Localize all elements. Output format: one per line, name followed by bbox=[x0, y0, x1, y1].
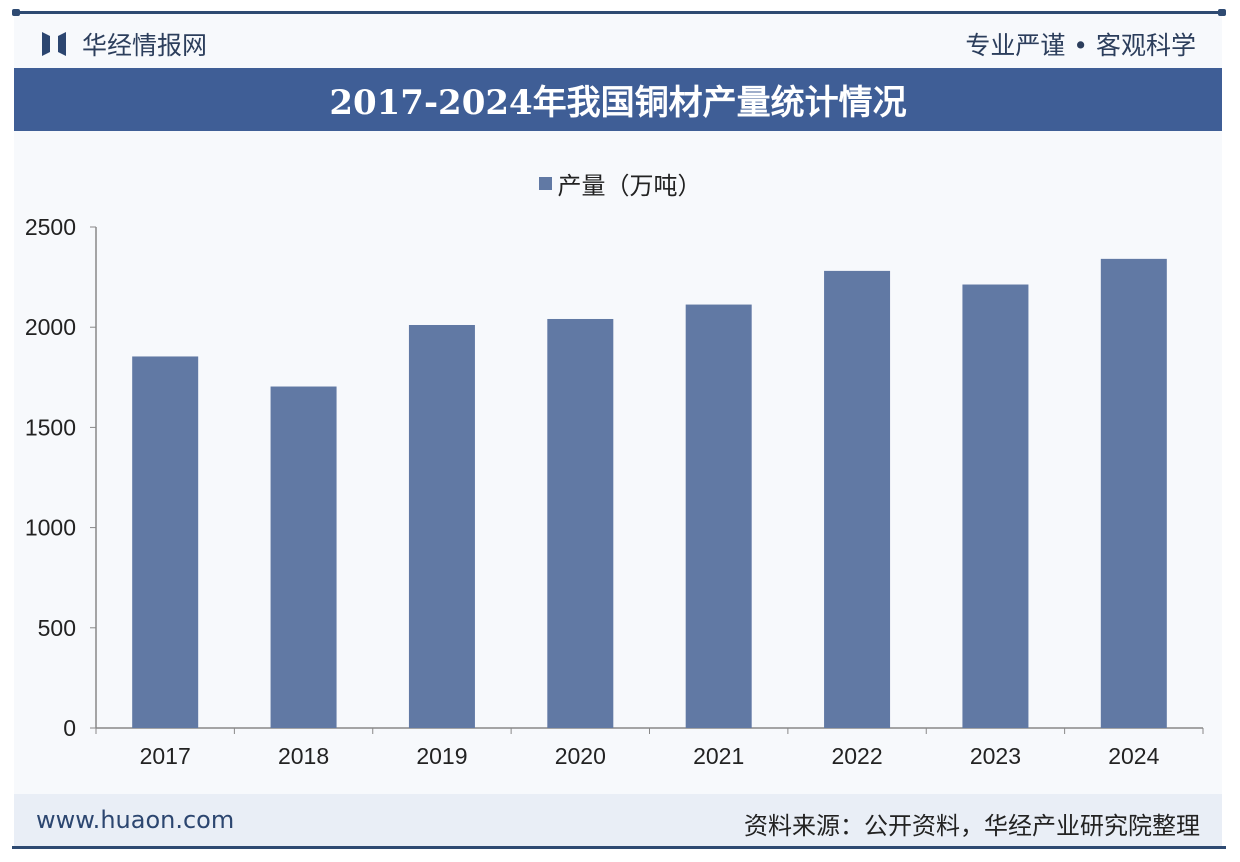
bar-2021 bbox=[685, 304, 752, 728]
y-tick-label: 2000 bbox=[25, 314, 76, 340]
huajing-logo-icon bbox=[42, 32, 66, 56]
legend-label: 产量（万吨） bbox=[557, 172, 702, 200]
brand: 华经情报网 bbox=[40, 26, 207, 62]
brand-name: 华经情报网 bbox=[82, 31, 208, 60]
y-tick-label: 0 bbox=[63, 715, 76, 741]
top-divider bbox=[12, 9, 1226, 16]
bar-2019 bbox=[408, 324, 475, 728]
bar-2022 bbox=[824, 270, 891, 728]
x-tick-label: 2019 bbox=[416, 743, 467, 769]
y-tick-label: 1500 bbox=[25, 414, 76, 440]
bottom-divider bbox=[12, 846, 1226, 849]
bar-chart: 0 500 1000 1500 2000 2500 2017 2018 2019 2020 2021… bbox=[25, 214, 1204, 769]
y-tick-label: 2500 bbox=[25, 214, 76, 240]
footer bbox=[14, 794, 1222, 846]
x-tick-label: 2020 bbox=[555, 743, 606, 769]
bar-2020 bbox=[547, 318, 614, 728]
x-tick-label: 2022 bbox=[831, 743, 882, 769]
bar-2024 bbox=[1100, 258, 1167, 728]
bar-2017 bbox=[132, 356, 199, 728]
slogan: 专业严谨 • 客观科学 bbox=[965, 31, 1196, 60]
x-tick-label: 2018 bbox=[278, 743, 329, 769]
source-note: 资料来源：公开资料，华经产业研究院整理 bbox=[744, 812, 1200, 840]
x-tick-label: 2024 bbox=[1108, 743, 1159, 769]
title-bar: 2017-2024年我国铜材产量统计情况 bbox=[14, 68, 1222, 131]
bar-2023 bbox=[962, 284, 1029, 728]
y-tick-label: 500 bbox=[38, 615, 76, 641]
legend-swatch bbox=[538, 177, 552, 190]
y-tick-label: 1000 bbox=[25, 515, 76, 541]
chart-title: 2017-2024年我国铜材产量统计情况 bbox=[329, 83, 907, 123]
x-tick-label: 2023 bbox=[970, 743, 1021, 769]
x-tick-label: 2021 bbox=[693, 743, 744, 769]
site-url: www.huaon.com bbox=[36, 806, 235, 834]
legend: 产量（万吨） bbox=[0, 166, 1240, 201]
x-tick-label: 2017 bbox=[140, 743, 191, 769]
bar-2018 bbox=[270, 386, 337, 728]
